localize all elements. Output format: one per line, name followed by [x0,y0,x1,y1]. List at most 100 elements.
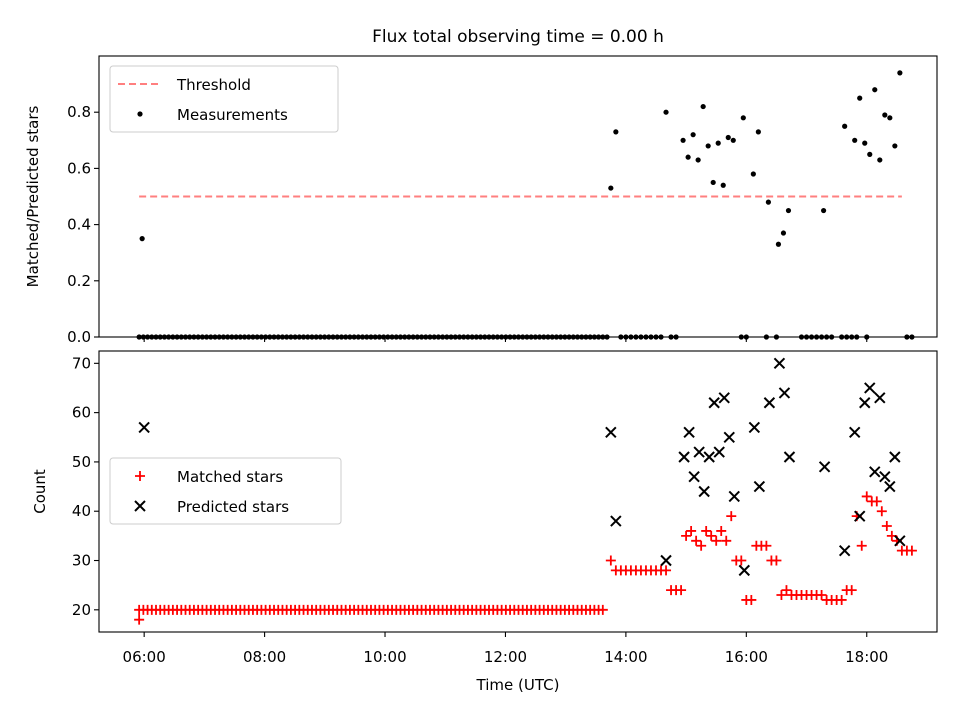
matched-star-point [597,604,608,615]
ratio-legend-box [109,65,339,133]
predicted-star-point [874,392,886,404]
predicted-star-point [723,431,735,443]
ratio-y-tick-label: 0.2 [67,272,91,290]
matched-star-point [691,535,702,546]
matched-star-point [761,540,772,551]
measurement-point [852,137,858,143]
matched-star-point [716,525,727,536]
predicted-star-point [894,535,906,547]
predicted-legend-label: Predicted stars [177,498,289,516]
matched-legend-swatch [135,471,145,481]
measurement-point [785,207,792,214]
count-y-tick-label: 70 [72,354,91,372]
predicted-star-point [879,471,891,483]
predicted-star-point [753,480,766,493]
count-x-tick-label: 16:00 [725,648,768,666]
measurement-point [700,103,706,110]
figure-title: Flux total observing time = 0.00 h [372,27,664,47]
matched-star-point [721,535,732,546]
count-y-tick-label: 40 [72,502,91,520]
predicted-star-point [660,554,672,567]
count-marks [134,357,917,625]
count-y-tick-label: 20 [72,601,91,619]
predicted-star-point [748,421,761,434]
measurement-point [740,115,746,121]
count-y-tick-label: 60 [72,404,91,422]
count-x-ticks: 06:00 08:00 10:00 12:00 14:00 16:00 18:00 [123,632,888,666]
ratio-y-tick-label: 0.4 [67,216,91,234]
measurement-point [695,157,701,163]
ratio-legend: Threshold Measurements [109,65,339,133]
ratio-y-axis-label: Matched/Predicted stars [24,106,42,288]
predicted-star-point [763,397,776,409]
matched-star-point [816,590,827,601]
measurement-point [755,129,761,135]
measurement-point [663,109,669,115]
count-legend-box [109,457,342,525]
measurement-point [765,199,771,205]
predicted-star-point [884,480,896,493]
measurement-point [857,95,863,101]
measurement-point [862,140,868,146]
measurement-point [882,112,888,118]
measurements-legend-swatch [137,111,143,117]
measurement-point [680,137,686,143]
matched-star-point [836,594,847,605]
measurement-point [887,115,893,121]
measurement-point [139,236,145,242]
predicted-star-point [778,387,791,399]
measurement-point [608,185,614,191]
predicted-star-point [693,446,705,458]
matched-star-point [771,555,782,566]
predicted-star-point [889,451,901,463]
ratio-axes-frame [98,55,938,338]
matched-star-point [701,525,712,536]
matched-star-point [781,585,792,596]
measurement-point [842,123,848,129]
count-y-tick-label: 50 [72,453,91,471]
predicted-star-point [738,564,751,577]
count-panel: 20 30 40 50 60 70 06:00 08:00 10:00 12:00 14:00 16… [31,350,938,694]
measurement-point [820,207,827,214]
matched-legend-label: Matched stars [177,468,283,486]
matched-star-point [661,565,672,576]
matched-star-point [776,590,787,601]
matched-star-point [876,506,887,517]
measurement-point [710,179,716,186]
matched-star-point [846,585,857,596]
count-axes-frame [98,350,938,633]
threshold-legend-label: Threshold [176,76,251,94]
ratio-y-tick-label: 0.6 [67,159,91,177]
measurement-point [715,140,721,146]
predicted-star-point [610,515,622,527]
measurement-point [613,129,619,135]
predicted-legend-swatch [134,500,146,512]
measurement-point [685,154,691,160]
matched-star-point [676,585,687,596]
measurement-point [867,151,873,157]
predicted-star-point [728,490,740,503]
predicted-star-point [848,426,861,439]
measurement-point [705,143,711,149]
matched-star-point [861,491,872,502]
matched-star-point [726,511,737,522]
ratio-y-tick-label: 0.8 [67,103,91,121]
predicted-star-point [869,466,881,478]
matched-star-point [686,525,697,536]
ratio-marks [136,70,915,340]
ratio-y-ticks: 0.0 0.2 0.4 0.6 0.8 [67,103,99,346]
measurement-point [720,182,726,188]
measurement-point [690,132,696,138]
measurement-point [775,241,782,247]
matched-star-point [134,614,145,625]
predicted-star-point [838,544,851,557]
predicted-star-point [688,471,700,483]
predicted-star-point [683,426,695,439]
matched-star-point [856,540,867,551]
measurement-point [725,134,731,141]
count-x-tick-label: 06:00 [123,648,166,666]
count-x-tick-label: 08:00 [243,648,286,666]
predicted-star-point [783,451,796,463]
count-x-tick-label: 12:00 [484,648,527,666]
predicted-star-point [138,421,150,434]
